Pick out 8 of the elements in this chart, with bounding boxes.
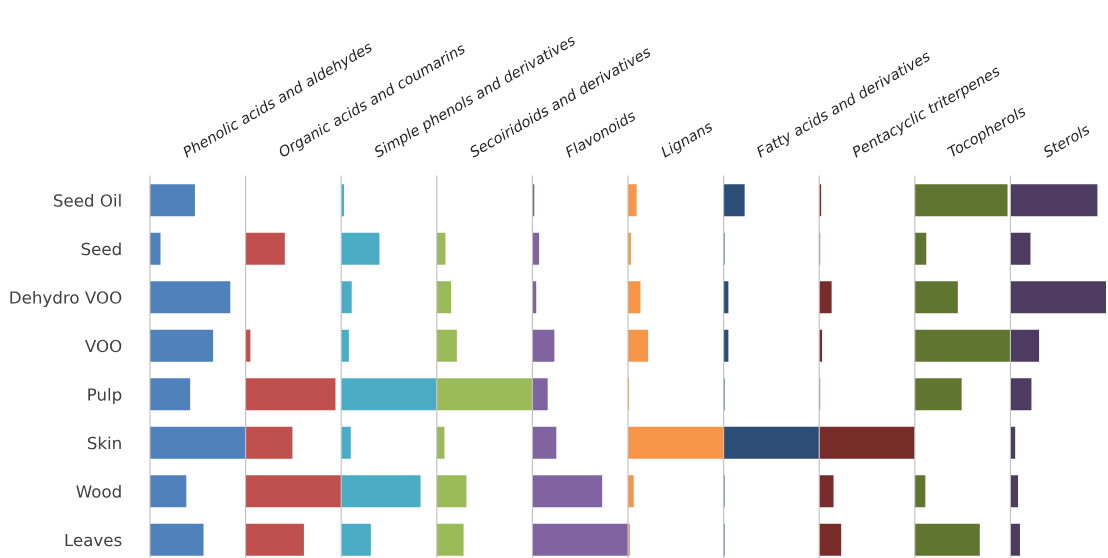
y-tick-label: Dehydro VOO [10, 290, 122, 308]
y-tick-label: Wood [76, 484, 121, 498]
y-tick-label: Seed [81, 242, 121, 256]
y-tick-label: VOO [85, 339, 122, 353]
y-tick-label: Pulp [88, 387, 122, 405]
y-tick-label: Seed Oil [53, 193, 121, 207]
y-tick-label: Leaves [65, 533, 122, 547]
y-tick-label: Skin [87, 436, 121, 450]
